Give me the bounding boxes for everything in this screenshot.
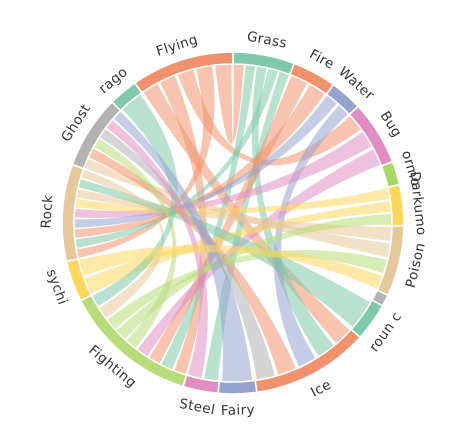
- label-grass: Grass: [246, 29, 289, 52]
- ribbon-sychi-to-poison: [78, 244, 383, 289]
- arcs-layer: [61, 51, 405, 395]
- ribbon-flying-to-bug: [177, 69, 362, 166]
- label-flying: Flying: [154, 32, 200, 60]
- ribbon-flying-to-grass: [215, 64, 244, 144]
- ribbon-flying-to-rock: [76, 65, 215, 258]
- ribbon-grass-to-ice: [251, 65, 334, 357]
- ribbon-bug-to-rock: [74, 131, 373, 218]
- ribbon-fairy-to-ghost: [113, 111, 253, 383]
- ribbon-fighting-to-poison: [107, 249, 388, 330]
- ribbon-poison-to-ghost: [83, 158, 391, 258]
- arc-ormo: [380, 160, 401, 189]
- ribbon-steel-to-ghost: [106, 119, 208, 379]
- label-fairy: Fairy: [221, 402, 256, 419]
- label-ice: Ice: [308, 377, 334, 401]
- ribbon-ice-to-ghost: [88, 148, 297, 376]
- ribbon-roun-c-to-rock: [78, 179, 371, 328]
- label-steel: Steel: [178, 396, 217, 419]
- label-poison: Poison: [403, 241, 429, 289]
- ribbon-grass-to-fighting: [161, 64, 256, 370]
- ribbon-bug-to-fighting: [137, 148, 381, 357]
- ribbon-rock-to-fighting: [80, 169, 165, 319]
- label-sychi: sychi: [43, 267, 71, 307]
- label-fire: Fire: [307, 46, 337, 72]
- ribbon-fighting-to-ghost: [93, 138, 177, 349]
- label-darkumo: Darkumo: [407, 171, 430, 237]
- arc-fairy: [217, 379, 258, 395]
- ribbons-layer: [74, 64, 392, 383]
- ribbon-darkumo-to-rock: [74, 188, 391, 214]
- label-rock: Rock: [38, 194, 56, 229]
- ribbon-darkumo-to-sychi: [84, 200, 392, 294]
- arc-flying: [133, 51, 234, 94]
- ribbon-ghost-to-ice: [99, 128, 276, 381]
